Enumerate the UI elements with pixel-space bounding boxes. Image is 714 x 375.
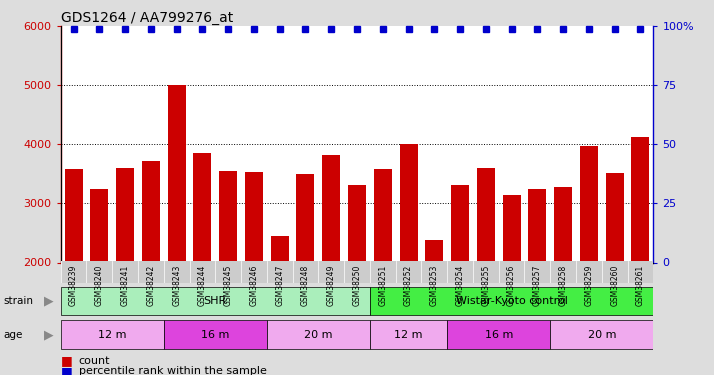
- Bar: [580, 146, 598, 262]
- Text: GSM38240: GSM38240: [95, 265, 104, 306]
- Text: GSM38246: GSM38246: [249, 265, 258, 306]
- Text: GSM38252: GSM38252: [404, 265, 413, 306]
- Text: percentile rank within the sample: percentile rank within the sample: [79, 366, 266, 375]
- Bar: [447, 320, 550, 349]
- Text: GSM38250: GSM38250: [353, 265, 361, 306]
- Text: GSM38244: GSM38244: [198, 265, 207, 306]
- Text: age: age: [4, 330, 23, 340]
- Text: GDS1264 / AA799276_at: GDS1264 / AA799276_at: [61, 11, 233, 25]
- Text: ▶: ▶: [44, 295, 54, 307]
- Text: SHR: SHR: [203, 296, 227, 306]
- Bar: [554, 187, 572, 262]
- Text: 16 m: 16 m: [201, 330, 229, 340]
- Text: ■: ■: [61, 354, 72, 367]
- Bar: [503, 195, 521, 262]
- Bar: [322, 155, 341, 262]
- Text: strain: strain: [4, 296, 34, 306]
- Bar: [296, 174, 314, 262]
- Bar: [61, 286, 370, 315]
- Text: 16 m: 16 m: [485, 330, 513, 340]
- Text: GSM38257: GSM38257: [533, 265, 542, 306]
- Bar: [451, 185, 469, 262]
- Bar: [245, 172, 263, 262]
- Text: 20 m: 20 m: [588, 330, 616, 340]
- Bar: [348, 184, 366, 262]
- Bar: [271, 236, 288, 262]
- Text: GSM38249: GSM38249: [327, 265, 336, 306]
- Text: GSM38245: GSM38245: [223, 265, 233, 306]
- Text: 12 m: 12 m: [98, 330, 126, 340]
- Text: GSM38253: GSM38253: [430, 265, 439, 306]
- Bar: [90, 189, 109, 262]
- Text: GSM38261: GSM38261: [636, 265, 645, 306]
- Bar: [193, 153, 211, 262]
- Bar: [267, 320, 370, 349]
- Text: ▶: ▶: [44, 328, 54, 341]
- Text: 20 m: 20 m: [304, 330, 333, 340]
- Text: GSM38255: GSM38255: [481, 265, 491, 306]
- Text: Wistar-Kyoto control: Wistar-Kyoto control: [456, 296, 568, 306]
- Bar: [605, 173, 623, 262]
- Text: GSM38248: GSM38248: [301, 265, 310, 306]
- Bar: [64, 169, 83, 262]
- Bar: [400, 144, 418, 262]
- Text: GSM38254: GSM38254: [456, 265, 465, 306]
- Text: GSM38242: GSM38242: [146, 265, 156, 306]
- Bar: [168, 86, 186, 262]
- Bar: [61, 320, 164, 349]
- Bar: [219, 171, 237, 262]
- Bar: [426, 240, 443, 262]
- Bar: [373, 169, 392, 262]
- Bar: [164, 320, 267, 349]
- Text: GSM38241: GSM38241: [121, 265, 130, 306]
- Bar: [477, 168, 495, 262]
- Bar: [370, 320, 447, 349]
- Text: GSM38256: GSM38256: [507, 265, 516, 306]
- Bar: [142, 161, 160, 262]
- Bar: [370, 286, 653, 315]
- Text: GSM38239: GSM38239: [69, 265, 78, 306]
- Text: GSM38259: GSM38259: [584, 265, 593, 306]
- Text: GSM38243: GSM38243: [172, 265, 181, 306]
- Text: GSM38247: GSM38247: [275, 265, 284, 306]
- Text: GSM38258: GSM38258: [558, 265, 568, 306]
- Bar: [631, 137, 650, 262]
- Text: GSM38251: GSM38251: [378, 265, 387, 306]
- Bar: [116, 168, 134, 262]
- Text: ■: ■: [61, 365, 72, 375]
- Text: count: count: [79, 356, 110, 366]
- Bar: [528, 189, 546, 262]
- Bar: [550, 320, 653, 349]
- Text: GSM38260: GSM38260: [610, 265, 619, 306]
- Text: 12 m: 12 m: [394, 330, 423, 340]
